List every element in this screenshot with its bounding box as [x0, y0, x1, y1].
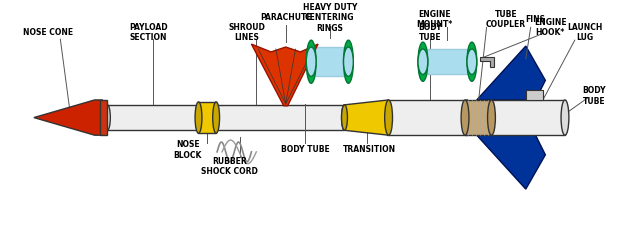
Bar	[423, 49, 472, 74]
Ellipse shape	[488, 100, 495, 135]
Text: TUBE
COUPLER: TUBE COUPLER	[486, 10, 526, 29]
Ellipse shape	[195, 102, 202, 133]
Ellipse shape	[342, 105, 348, 130]
Bar	[213, 105, 344, 130]
Bar	[526, 90, 543, 100]
Text: NOSE CONE: NOSE CONE	[22, 28, 73, 37]
Text: SHROUD
LINES: SHROUD LINES	[228, 23, 265, 42]
Polygon shape	[480, 57, 495, 67]
FancyBboxPatch shape	[100, 100, 108, 135]
Text: BODY
TUBE: BODY TUBE	[582, 86, 606, 106]
Ellipse shape	[467, 42, 477, 81]
Ellipse shape	[104, 105, 110, 130]
Text: PAYLOAD
SECTION: PAYLOAD SECTION	[129, 23, 168, 42]
Ellipse shape	[344, 47, 353, 76]
Ellipse shape	[385, 100, 392, 135]
Polygon shape	[252, 44, 318, 106]
Text: ENGINE
MOUNT*: ENGINE MOUNT*	[417, 10, 452, 29]
Text: FINS: FINS	[525, 15, 545, 24]
Polygon shape	[34, 100, 102, 135]
Polygon shape	[344, 100, 388, 135]
Text: HEAVY DUTY
CENTERING
RINGS: HEAVY DUTY CENTERING RINGS	[303, 3, 357, 33]
Bar	[198, 102, 216, 133]
Text: ENGINE
HOOK*: ENGINE HOOK*	[534, 18, 566, 37]
Ellipse shape	[307, 40, 316, 83]
Text: NOSE
BLOCK: NOSE BLOCK	[173, 140, 202, 160]
Ellipse shape	[200, 105, 205, 130]
Polygon shape	[477, 135, 545, 189]
Ellipse shape	[418, 49, 428, 74]
Ellipse shape	[463, 100, 471, 135]
Ellipse shape	[467, 49, 477, 74]
Text: PARACHUTE: PARACHUTE	[260, 13, 312, 22]
Ellipse shape	[561, 100, 569, 135]
Ellipse shape	[307, 47, 316, 76]
Text: RUBBER
SHOCK CORD: RUBBER SHOCK CORD	[202, 157, 259, 176]
Text: BODY TUBE: BODY TUBE	[281, 145, 330, 154]
Ellipse shape	[342, 105, 348, 130]
Bar	[311, 47, 348, 76]
Ellipse shape	[344, 40, 353, 83]
Text: BODY
TUBE: BODY TUBE	[418, 23, 442, 42]
Bar	[108, 105, 202, 130]
Bar	[387, 100, 467, 135]
Ellipse shape	[418, 42, 428, 81]
Text: LAUNCH
LUG: LAUNCH LUG	[567, 23, 602, 42]
Text: TRANSITION: TRANSITION	[342, 145, 396, 154]
Polygon shape	[477, 46, 545, 100]
Ellipse shape	[461, 100, 469, 135]
Bar	[490, 100, 565, 135]
Bar	[465, 100, 492, 135]
Ellipse shape	[212, 102, 220, 133]
